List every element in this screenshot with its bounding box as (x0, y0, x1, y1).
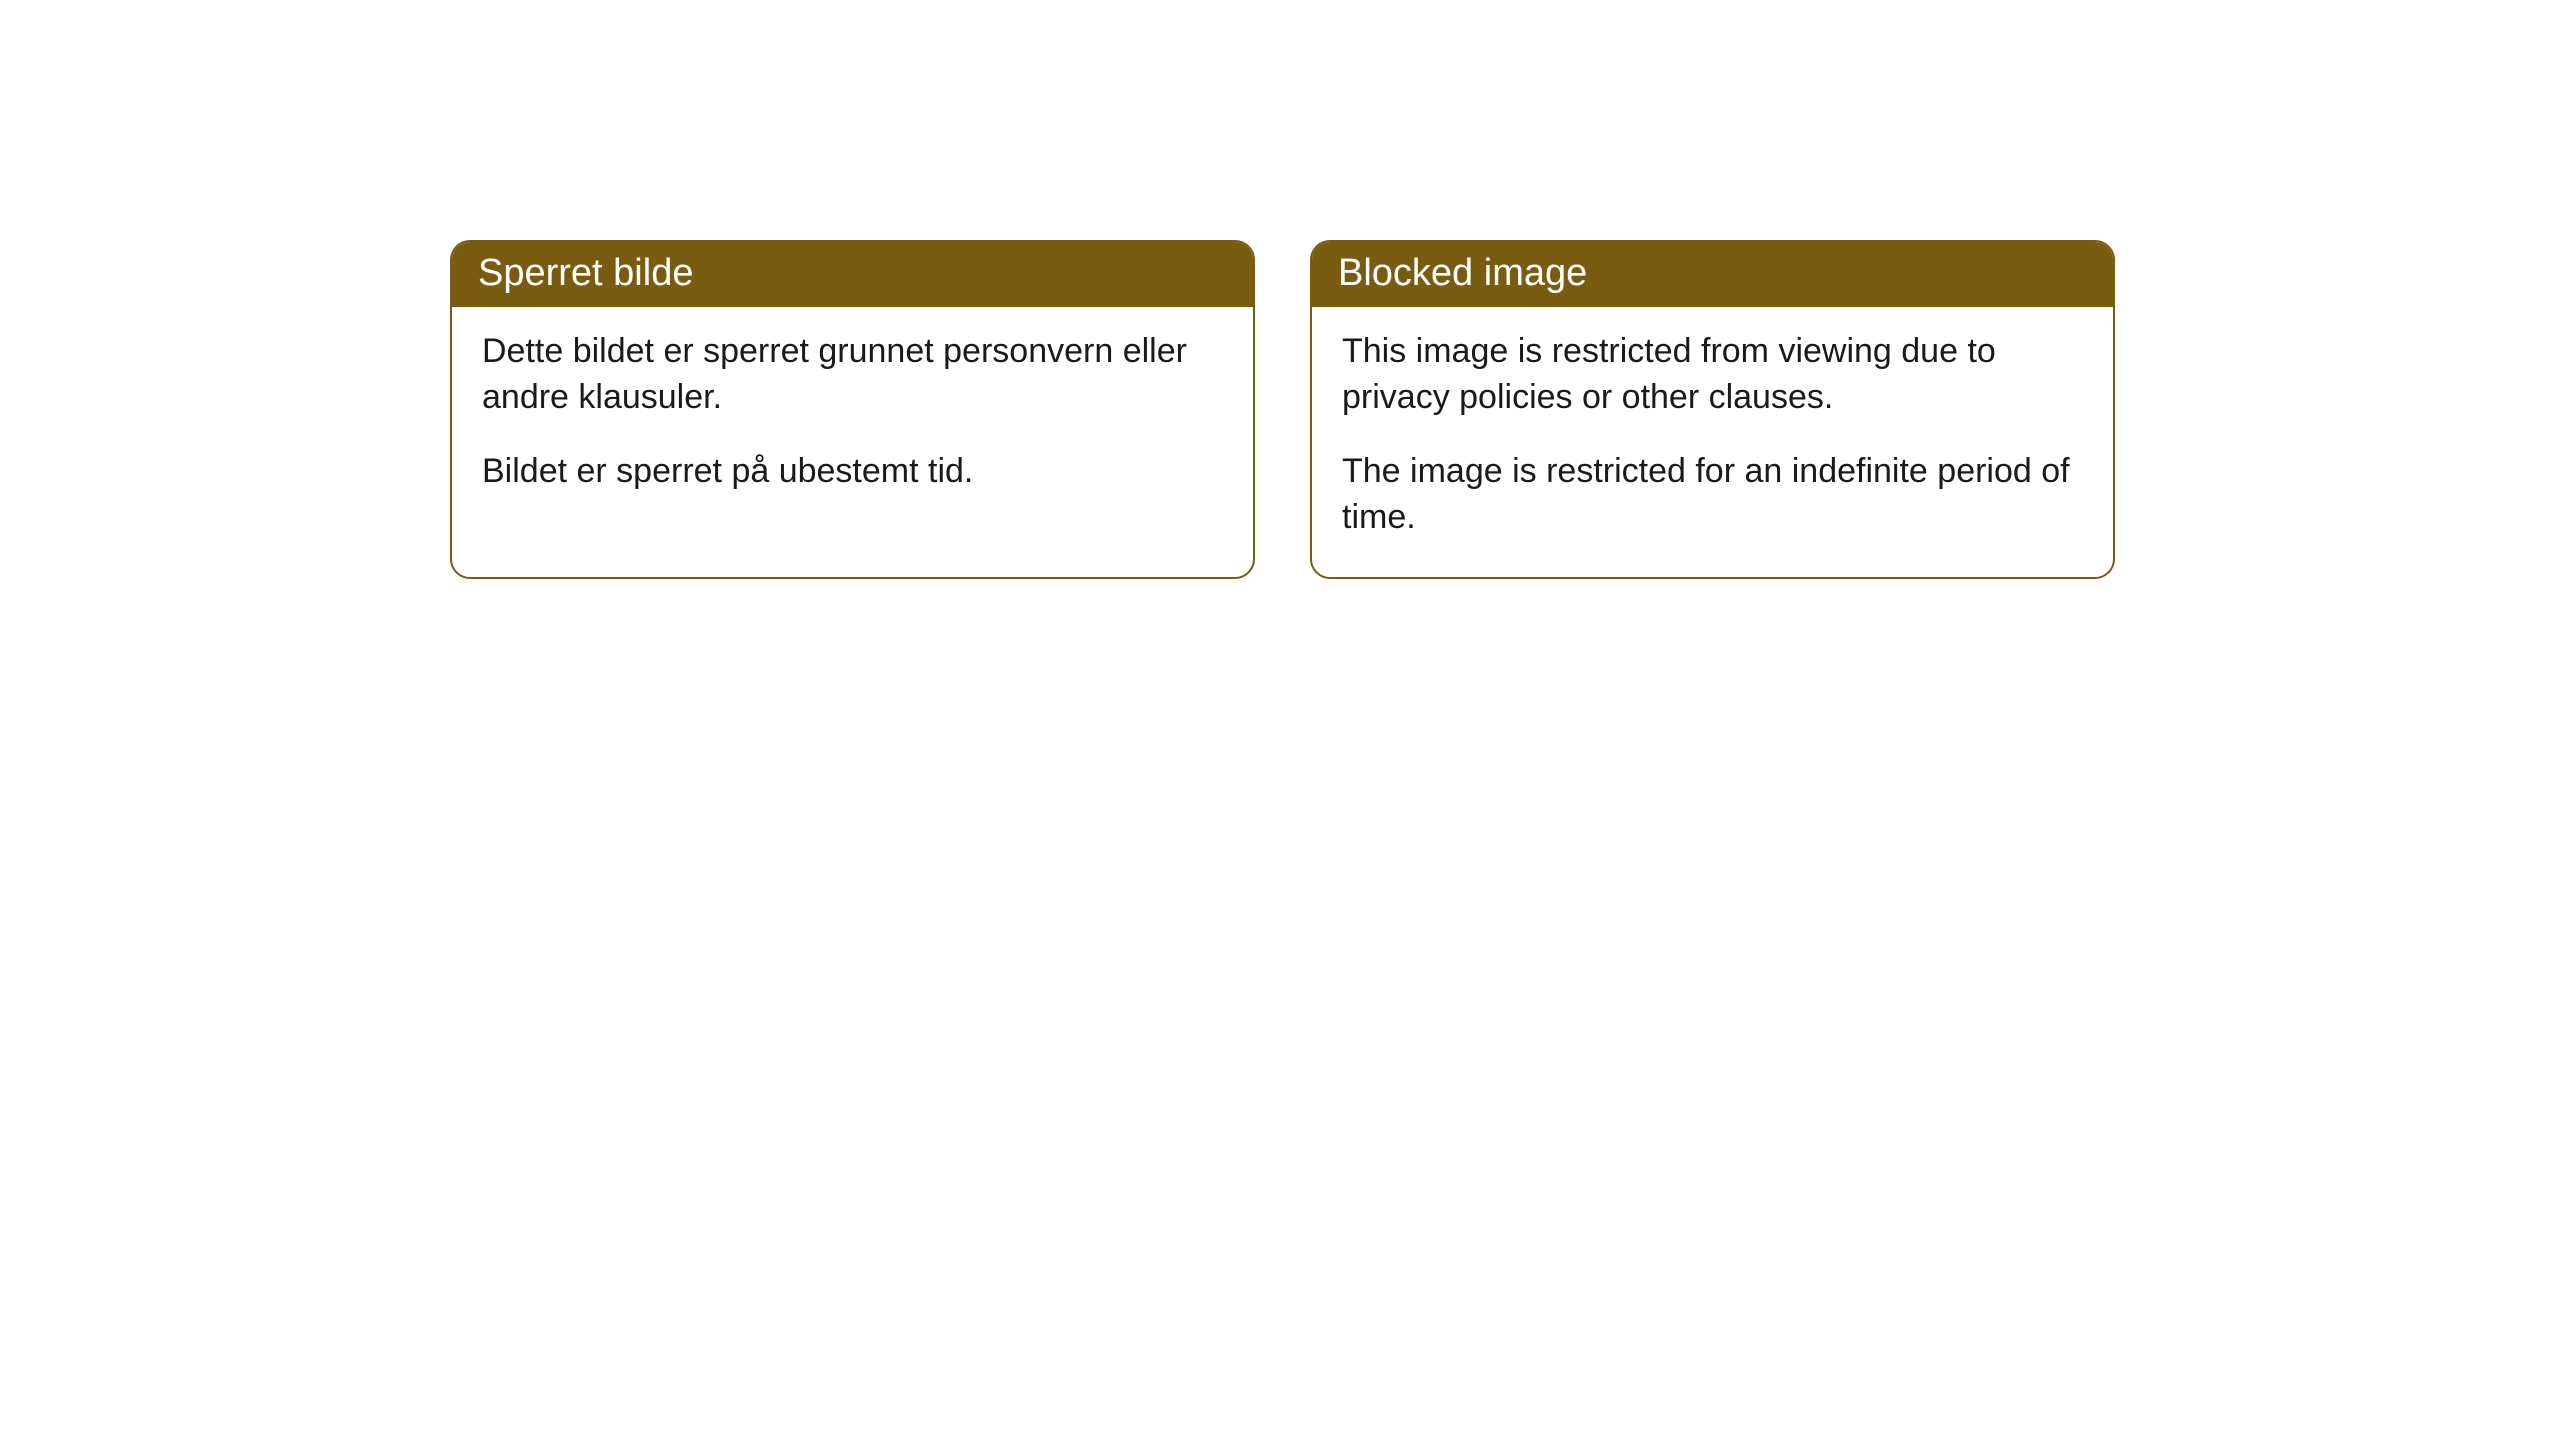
card-body: Dette bildet er sperret grunnet personve… (452, 307, 1253, 531)
card-body: This image is restricted from viewing du… (1312, 307, 2113, 577)
cards-container: Sperret bilde Dette bildet er sperret gr… (0, 0, 2560, 579)
blocked-image-card-norwegian: Sperret bilde Dette bildet er sperret gr… (450, 240, 1255, 579)
card-paragraph: This image is restricted from viewing du… (1342, 329, 2083, 421)
card-paragraph: The image is restricted for an indefinit… (1342, 449, 2083, 541)
blocked-image-card-english: Blocked image This image is restricted f… (1310, 240, 2115, 579)
card-paragraph: Dette bildet er sperret grunnet personve… (482, 329, 1223, 421)
card-header: Sperret bilde (452, 242, 1253, 307)
card-header: Blocked image (1312, 242, 2113, 307)
card-paragraph: Bildet er sperret på ubestemt tid. (482, 449, 1223, 495)
